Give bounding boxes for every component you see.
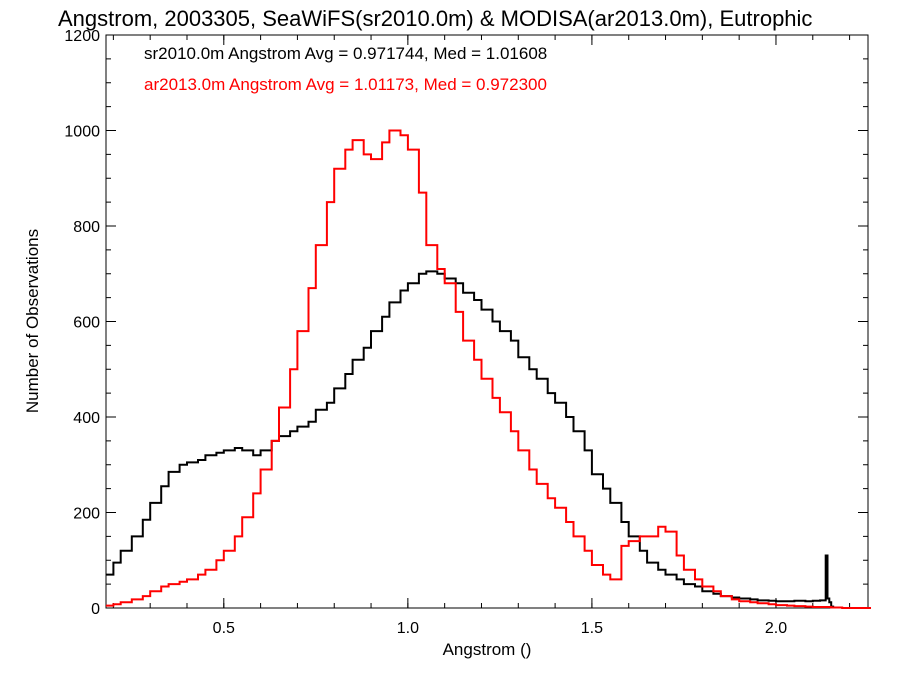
series-sr2010-histogram xyxy=(106,270,835,608)
legend-entry-ar2013: ar2013.0m Angstrom Avg = 1.01173, Med = … xyxy=(144,75,547,94)
y-tick-label: 200 xyxy=(73,506,100,523)
series-layer xyxy=(106,129,871,609)
axis-ticks: 0.5 1.0 1.5 2.0 0 200 400 600 800 1000 1200 xyxy=(64,28,868,637)
x-tick-label: 1.5 xyxy=(581,620,603,637)
y-tick-label: 800 xyxy=(73,219,100,236)
y-tick-label: 1000 xyxy=(64,124,100,141)
x-tick-label: 2.0 xyxy=(765,620,787,637)
y-tick-label: 1200 xyxy=(64,28,100,45)
y-axis-title: Number of Observations xyxy=(23,229,42,413)
x-tick-label: 1.0 xyxy=(397,620,419,637)
chart-title: Angstrom, 2003305, SeaWiFS(sr2010.0m) & … xyxy=(58,6,812,31)
y-tick-label: 400 xyxy=(73,410,100,427)
x-tick-label: 0.5 xyxy=(213,620,235,637)
y-tick-label: 0 xyxy=(91,601,100,618)
plot-frame xyxy=(105,34,869,609)
legend-entry-sr2010: sr2010.0m Angstrom Avg = 0.971744, Med =… xyxy=(144,44,547,63)
series-ar2013-histogram xyxy=(106,129,871,609)
x-axis-title: Angstrom () xyxy=(443,640,532,659)
y-tick-label: 600 xyxy=(73,315,100,332)
